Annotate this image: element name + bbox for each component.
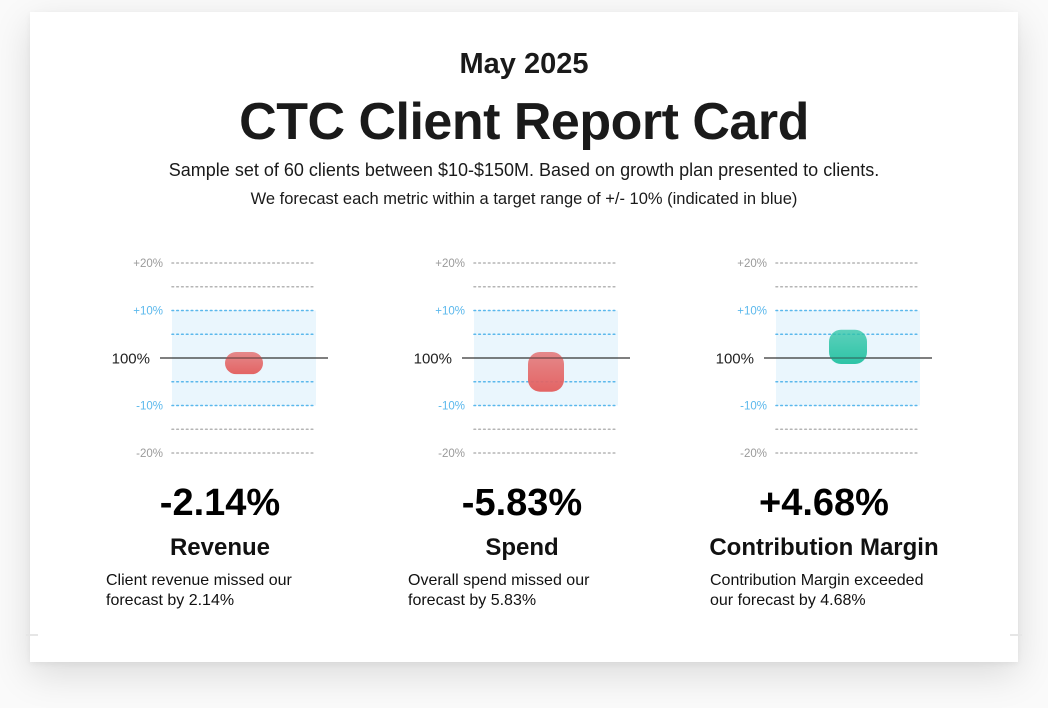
value-marker	[225, 352, 263, 375]
value-marker	[528, 352, 564, 392]
chart-panel-contribution-margin: +20% +10% 100% -10% -20%	[714, 252, 984, 482]
report-subtitle: Sample set of 60 clients between $10-$15…	[168, 160, 880, 180]
report-month: May 2025	[459, 48, 589, 80]
metric-name-contribution-margin: Contribution Margin	[709, 534, 939, 561]
report-target-note: We forecast each metric within a target …	[250, 190, 798, 208]
y-tick-label: 100%	[414, 351, 452, 368]
y-tick-label: -10%	[740, 401, 767, 413]
value-marker	[829, 329, 867, 364]
chart-svg-revenue: +20% +10% 100% -10% -20%	[112, 258, 328, 460]
y-tick-label: -10%	[136, 401, 163, 413]
metric-description-revenue: Client revenue missed our forecast by 2.…	[106, 572, 292, 609]
y-tick-label: +20%	[435, 258, 465, 270]
y-tick-label: +10%	[435, 306, 465, 318]
metric-value-revenue: -2.14%	[159, 482, 281, 524]
y-tick-label: -20%	[438, 448, 465, 460]
chart-svg-contribution-margin: +20% +10% 100% -10% -20%	[716, 258, 932, 460]
y-tick-label: 100%	[112, 351, 150, 368]
y-tick-label: -20%	[740, 448, 767, 460]
metric-value-contribution-margin: +4.68%	[759, 482, 889, 524]
y-tick-label: +20%	[737, 258, 767, 270]
metric-description-spend: Overall spend missed our forecast by 5.8…	[408, 572, 590, 609]
metric-value-spend: -5.83%	[461, 482, 583, 524]
report-title: CTC Client Report Card	[239, 93, 809, 151]
y-tick-label: +10%	[737, 306, 767, 318]
chart-panel-revenue: +20% +10% 100% -10% -20%	[110, 252, 380, 482]
chart-panel-spend: +20% +10% 100% -10% -20%	[412, 252, 682, 482]
report-card: May 2025 CTC Client Report Card Sample s…	[26, 12, 1022, 662]
metric-name-revenue: Revenue	[169, 534, 271, 561]
y-tick-label: +10%	[133, 306, 163, 318]
y-tick-label: -10%	[438, 401, 465, 413]
y-tick-label: -20%	[136, 448, 163, 460]
y-tick-label: +20%	[133, 258, 163, 270]
metric-name-spend: Spend	[485, 534, 559, 561]
card-edge-line-right	[1010, 634, 1022, 636]
metric-description-contribution-margin: Contribution Margin exceeded our forecas…	[710, 572, 924, 609]
card-edge-line-left	[26, 634, 38, 636]
y-tick-label: 100%	[716, 351, 754, 368]
chart-svg-spend: +20% +10% 100% -10% -20%	[414, 258, 630, 460]
